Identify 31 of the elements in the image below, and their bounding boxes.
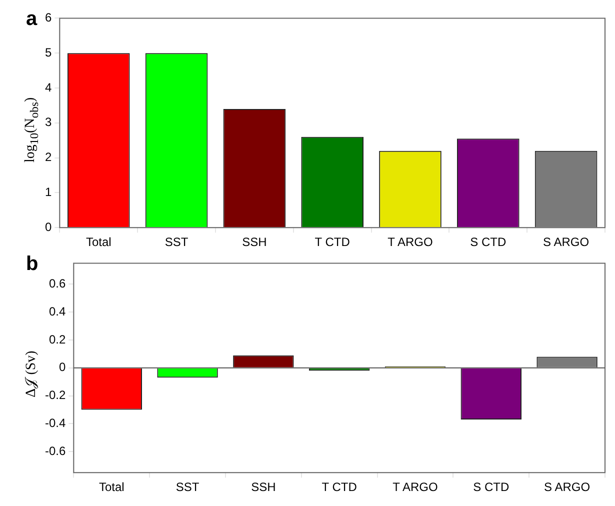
x-tick-label: T ARGO <box>388 235 433 250</box>
y-tick-label: 4 <box>44 80 52 94</box>
y-tick-label: 1 <box>44 185 52 200</box>
chart-title: a <box>26 8 38 31</box>
y-tick-label: 0.2 <box>48 332 66 346</box>
x-tick-label: SST <box>164 235 189 250</box>
x-tick-label: T CTD <box>314 235 350 250</box>
x-tick-label: Total <box>98 480 124 494</box>
y-tick-label: 0.6 <box>48 276 66 290</box>
y-tick-label: 3 <box>44 115 52 130</box>
y-tick-label: 0.4 <box>48 304 66 318</box>
x-tick-label: T ARGO <box>392 480 438 494</box>
x-tick-label: S CTD <box>473 480 510 494</box>
chart-title: b <box>26 253 38 276</box>
x-tick-label: S ARGO <box>543 235 590 250</box>
y-tick-label: -0.4 <box>44 416 66 430</box>
y-axis-title: Δ𝒥 (Sv) <box>24 349 40 399</box>
y-tick-label: 6 <box>44 10 52 25</box>
y-tick-label: 0 <box>58 360 66 374</box>
y-tick-label: 2 <box>44 150 52 164</box>
x-tick-label: T CTD <box>322 480 358 494</box>
x-tick-label: S ARGO <box>544 480 590 494</box>
y-tick-label: -0.6 <box>44 444 66 458</box>
x-tick-label: S CTD <box>470 235 506 250</box>
x-tick-label: SSH <box>251 480 276 494</box>
y-tick-label: 5 <box>44 45 52 60</box>
x-tick-label: SST <box>176 480 200 494</box>
x-tick-label: Total <box>86 235 112 250</box>
y-tick-label: 0 <box>44 220 52 234</box>
y-tick-label: -0.2 <box>44 388 66 402</box>
x-tick-label: SSH <box>242 235 267 250</box>
